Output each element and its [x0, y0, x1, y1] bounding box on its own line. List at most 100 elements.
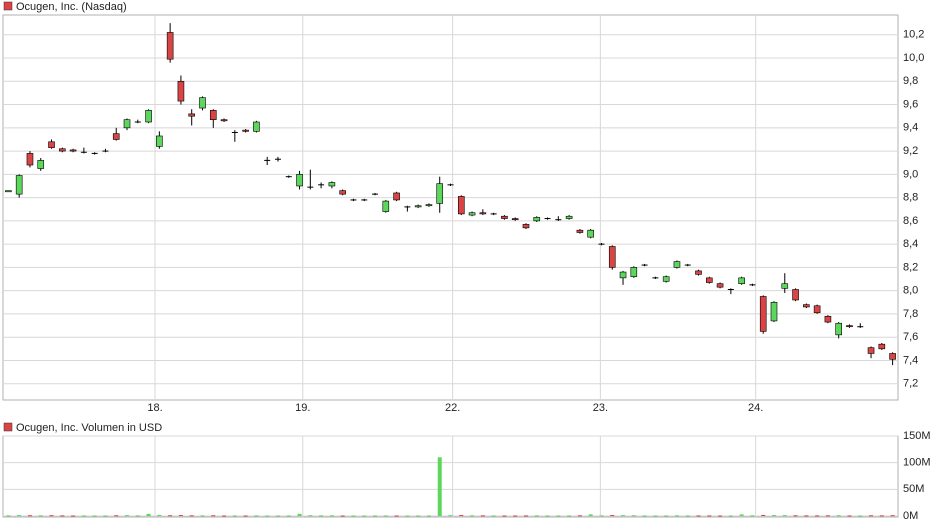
candle-body [576, 229, 584, 233]
candle-body [48, 141, 55, 148]
volume-bar [448, 515, 453, 517]
volume-bar [674, 515, 679, 517]
volume-bar [319, 515, 324, 517]
volume-bar [771, 515, 776, 517]
volume-bar [869, 515, 874, 517]
candle-body [37, 160, 45, 169]
volume-bar [825, 515, 830, 517]
volume-bar [858, 515, 863, 517]
candle-body [867, 347, 875, 354]
volume-bar [459, 515, 464, 517]
volume-bar [265, 515, 270, 517]
volume-bar [793, 515, 798, 517]
volume-bar [329, 515, 334, 517]
candle-body [393, 192, 400, 201]
x-tick-label: 18. [147, 402, 162, 414]
volume-bar [804, 515, 809, 517]
candle-body [296, 174, 303, 187]
volume-bar [588, 514, 593, 516]
x-tick-label: 22. [445, 402, 460, 414]
y-tick-label: 7,8 [903, 308, 918, 320]
candle-body [242, 129, 249, 132]
candle-body [587, 229, 594, 238]
candle-body [15, 175, 23, 195]
x-tick-label: 19. [295, 402, 310, 414]
y-tick-label: 8,4 [903, 238, 918, 250]
volume-bar [426, 515, 431, 517]
price-frame [2, 14, 899, 401]
candle-body [695, 270, 702, 275]
volume-bar [653, 515, 658, 517]
volume-bar [383, 515, 388, 517]
candle-body [716, 283, 724, 288]
candle-body [457, 196, 465, 215]
candle-body [738, 277, 745, 284]
volume-bar [189, 515, 194, 517]
y-tick-label: 7,2 [903, 378, 918, 390]
volume-bar [631, 515, 636, 517]
volume-bar [178, 515, 183, 517]
volume-bar [275, 515, 280, 517]
candle-body [112, 133, 120, 140]
volume-bar [890, 515, 895, 517]
volume-bar [534, 515, 539, 517]
candle-body [889, 353, 896, 360]
candle-body [436, 183, 444, 204]
volume-bar [211, 515, 216, 517]
candle-body [328, 182, 336, 187]
volume-bar [728, 515, 733, 517]
volume-bar [351, 515, 356, 517]
volume-bar [125, 515, 130, 517]
candle-body [69, 149, 77, 152]
volume-bar [685, 515, 690, 517]
candle-body [382, 200, 390, 212]
volume-bar [103, 515, 108, 517]
volume-bar [761, 514, 766, 516]
candle-body [123, 119, 131, 129]
y-tick-label: 50M [903, 483, 924, 495]
volume-bar [81, 515, 86, 517]
y-tick-label: 10,0 [903, 52, 924, 64]
candle-body [770, 301, 778, 322]
volume-bar [92, 515, 97, 517]
volume-bar [114, 515, 119, 517]
volume-bar [394, 515, 399, 517]
volume-bar [254, 515, 259, 517]
volume-bar [168, 515, 173, 517]
volume-bar [718, 515, 723, 517]
candle-body [835, 322, 842, 336]
candle-body [533, 217, 541, 222]
legend-swatch [3, 422, 13, 432]
volume-bar [545, 515, 550, 517]
candle-body [220, 119, 228, 122]
candle-body [619, 271, 627, 279]
volume-bar [879, 515, 884, 517]
volume-bar [577, 515, 582, 517]
y-tick-label: 0M [903, 510, 918, 522]
y-tick-label: 8,2 [903, 261, 918, 273]
volume-bar [621, 515, 626, 517]
volume-bar [27, 515, 32, 517]
volume-bar [135, 515, 140, 517]
volume-bar [416, 515, 421, 517]
volume-bar [750, 515, 755, 517]
y-tick-label: 7,6 [903, 331, 918, 343]
candle-body [199, 97, 206, 109]
candle-body [759, 296, 767, 332]
volume-bar [297, 513, 302, 516]
y-tick-label: 9,8 [903, 75, 918, 87]
candle-body [813, 305, 821, 314]
volume-bar [232, 515, 237, 517]
volume-bar [243, 515, 248, 517]
volume-frame [2, 435, 899, 518]
y-tick-label: 10,2 [903, 29, 924, 41]
volume-bar [599, 515, 604, 517]
candle-body [662, 276, 670, 282]
candle-body [792, 289, 799, 301]
y-tick-label: 9,0 [903, 168, 918, 180]
volume-bar [707, 515, 712, 517]
candle-body [781, 283, 789, 289]
y-tick-label: 8,6 [903, 215, 918, 227]
volume-bar [49, 515, 54, 517]
